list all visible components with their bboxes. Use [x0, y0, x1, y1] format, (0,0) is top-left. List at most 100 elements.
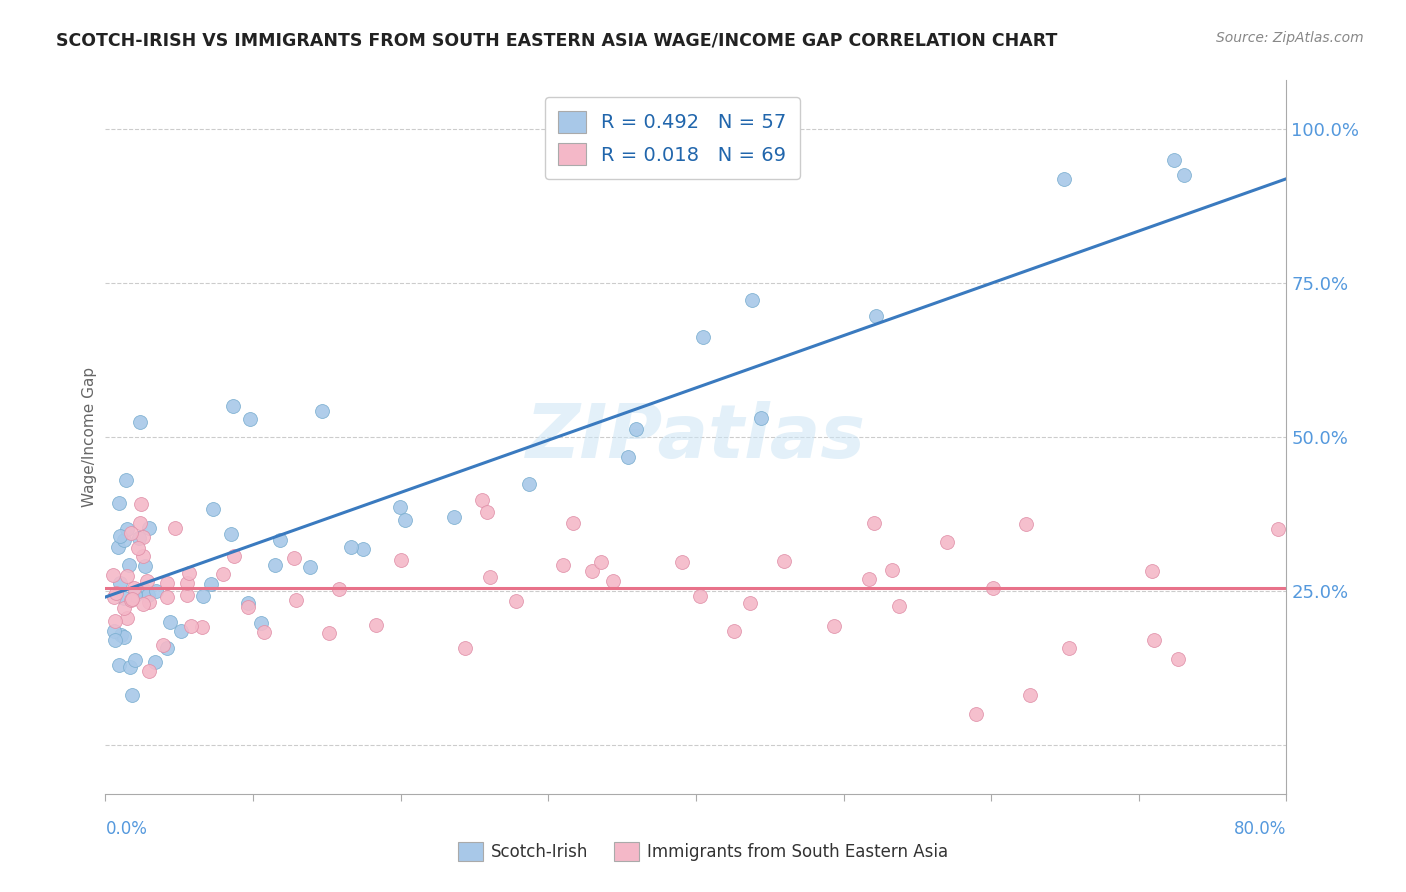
- Point: [155, 576, 177, 591]
- Text: SCOTCH-IRISH VS IMMIGRANTS FROM SOUTH EASTERN ASIA WAGE/INCOME GAP CORRELATION C: SCOTCH-IRISH VS IMMIGRANTS FROM SOUTH EA…: [56, 31, 1057, 49]
- Point: [121, 688, 143, 702]
- Point: [176, 588, 198, 602]
- Point: [124, 588, 146, 602]
- Point: [129, 497, 152, 511]
- Point: [505, 594, 527, 608]
- Point: [394, 512, 416, 526]
- Point: [200, 577, 222, 591]
- Point: [269, 533, 291, 547]
- Point: [101, 567, 124, 582]
- Point: [889, 599, 911, 613]
- Point: [136, 574, 159, 588]
- Point: [105, 585, 128, 599]
- Point: [249, 615, 271, 630]
- Point: [131, 549, 153, 563]
- Point: [122, 581, 145, 595]
- Point: [1143, 633, 1166, 648]
- Point: [112, 533, 135, 547]
- Point: [132, 597, 155, 611]
- Point: [108, 575, 131, 590]
- Point: [191, 590, 214, 604]
- Point: [134, 559, 156, 574]
- Point: [180, 618, 202, 632]
- Point: [211, 566, 233, 581]
- Point: [692, 330, 714, 344]
- Point: [553, 558, 575, 572]
- Point: [103, 615, 125, 629]
- Point: [145, 583, 167, 598]
- Point: [391, 553, 413, 567]
- Point: [339, 540, 361, 554]
- Point: [283, 550, 305, 565]
- Point: [1014, 516, 1036, 531]
- Point: [103, 624, 125, 638]
- Point: [966, 706, 988, 721]
- Point: [132, 530, 155, 544]
- Point: [124, 652, 146, 666]
- Point: [1173, 168, 1195, 182]
- Point: [107, 495, 129, 509]
- Point: [177, 566, 200, 580]
- Point: [562, 516, 585, 530]
- Point: [285, 592, 308, 607]
- Point: [862, 516, 884, 531]
- Point: [263, 558, 285, 573]
- Legend: Scotch-Irish, Immigrants from South Eastern Asia: Scotch-Irish, Immigrants from South East…: [451, 835, 955, 868]
- Point: [1142, 564, 1164, 578]
- Point: [1053, 171, 1076, 186]
- Point: [115, 611, 138, 625]
- Point: [882, 563, 904, 577]
- Point: [103, 590, 125, 604]
- Point: [1267, 522, 1289, 536]
- Point: [311, 404, 333, 418]
- Point: [118, 660, 141, 674]
- Point: [124, 588, 146, 602]
- Point: [112, 630, 135, 644]
- Point: [741, 293, 763, 307]
- Point: [591, 555, 613, 569]
- Point: [935, 535, 957, 549]
- Point: [581, 564, 603, 578]
- Point: [156, 640, 179, 655]
- Text: ZIPatlas: ZIPatlas: [526, 401, 866, 474]
- Point: [478, 570, 501, 584]
- Point: [475, 505, 498, 519]
- Point: [112, 601, 135, 615]
- Point: [366, 617, 388, 632]
- Point: [104, 633, 127, 648]
- Point: [236, 596, 259, 610]
- Point: [118, 558, 141, 573]
- Point: [176, 576, 198, 591]
- Point: [170, 624, 193, 638]
- Point: [201, 502, 224, 516]
- Point: [138, 521, 160, 535]
- Point: [121, 591, 143, 606]
- Point: [238, 412, 260, 426]
- Point: [617, 450, 640, 465]
- Point: [224, 549, 246, 563]
- Point: [128, 415, 150, 429]
- Point: [165, 521, 187, 535]
- Point: [138, 595, 160, 609]
- Point: [1167, 651, 1189, 665]
- Y-axis label: Wage/Income Gap: Wage/Income Gap: [82, 367, 97, 508]
- Point: [236, 600, 259, 615]
- Point: [112, 591, 135, 606]
- Point: [127, 541, 149, 555]
- Point: [136, 588, 159, 602]
- Point: [318, 625, 340, 640]
- Point: [823, 619, 845, 633]
- Point: [190, 620, 212, 634]
- Legend: R = 0.492   N = 57, R = 0.018   N = 69: R = 0.492 N = 57, R = 0.018 N = 69: [544, 97, 800, 179]
- Point: [738, 596, 761, 610]
- Point: [749, 411, 772, 425]
- Point: [107, 657, 129, 672]
- Point: [120, 526, 142, 541]
- Point: [110, 628, 132, 642]
- Point: [517, 476, 540, 491]
- Point: [143, 655, 166, 669]
- Point: [624, 422, 647, 436]
- Point: [689, 589, 711, 603]
- Point: [865, 309, 887, 323]
- Point: [453, 641, 475, 656]
